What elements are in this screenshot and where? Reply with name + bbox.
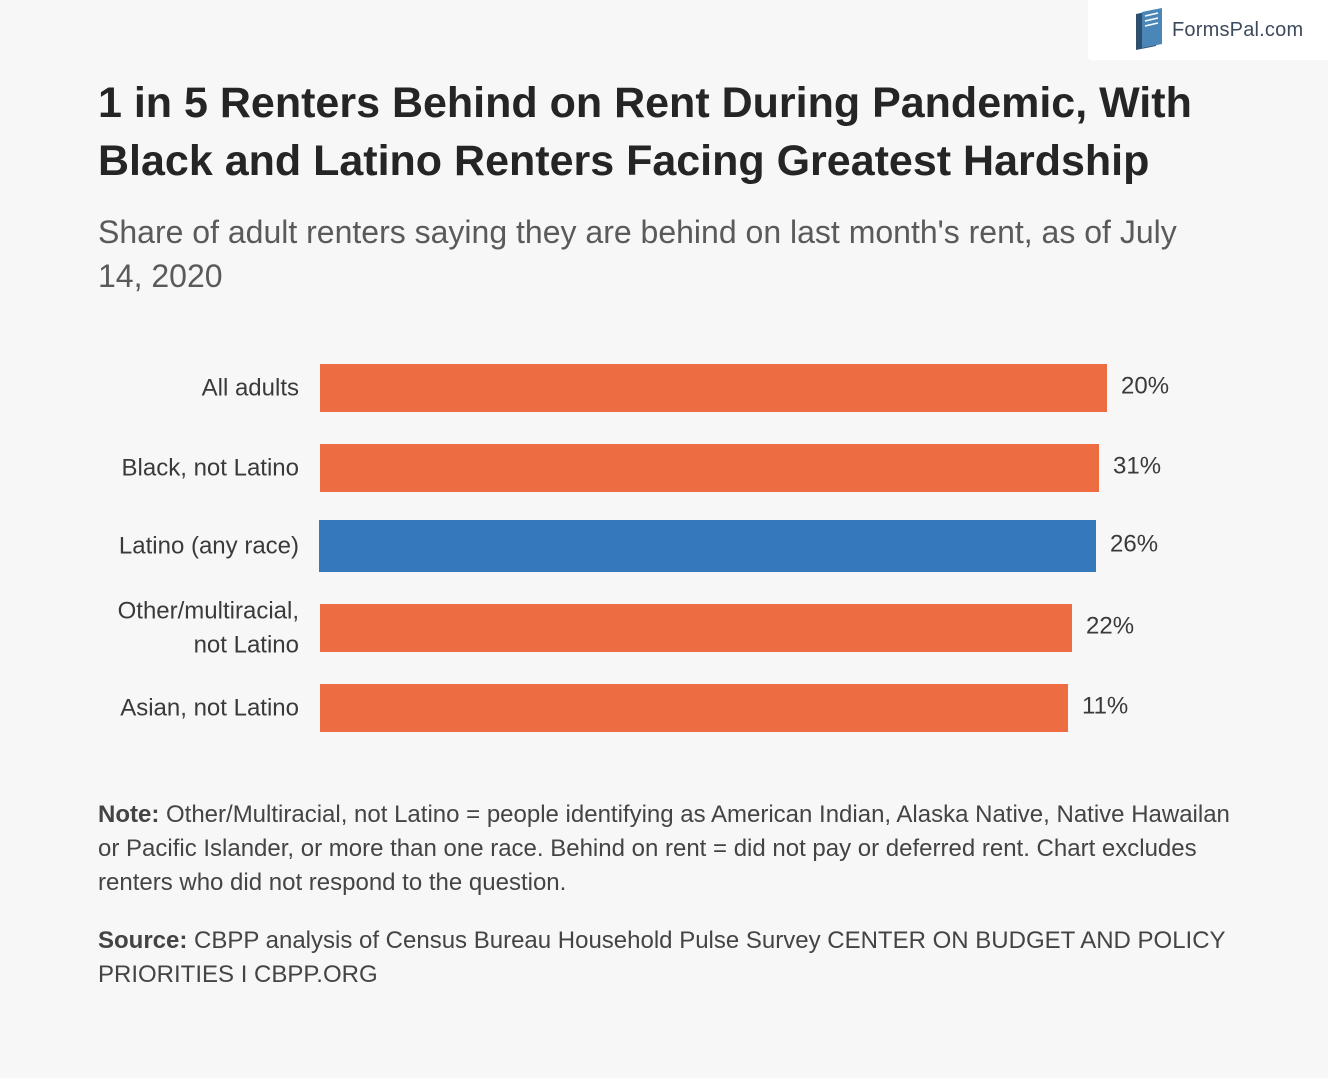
brand-badge: FormsPal.com: [1088, 0, 1328, 60]
value-label-1: 31%: [1113, 453, 1161, 480]
chart-subtitle: Share of adult renters saying they are b…: [98, 214, 1177, 294]
source-text: CBPP analysis of Census Bureau Household…: [98, 927, 1226, 988]
brand-name: FormsPal.com: [1172, 19, 1304, 41]
note-text: Other/Multiracial, not Latino = people i…: [98, 801, 1230, 896]
chart-title: 1 in 5 Renters Behind on Rent During Pan…: [98, 79, 1192, 185]
bar-0: [320, 364, 1107, 412]
bar-3: [320, 604, 1072, 652]
category-label-1: Black, not Latino: [122, 455, 299, 482]
bar-chart: All adults 20% Black, not Latino 31% Latino …: [118, 364, 1169, 732]
category-label-2: Latino (any race): [119, 533, 299, 560]
value-label-2: 26%: [1110, 531, 1158, 558]
value-label-4: 11%: [1082, 693, 1128, 720]
category-label-0: All adults: [202, 375, 299, 402]
bar-1: [320, 444, 1099, 492]
document-icon: [1136, 8, 1162, 50]
bar-4: [320, 684, 1068, 732]
value-label-0: 20%: [1121, 373, 1169, 400]
source: Source: CBPP analysis of Census Bureau H…: [98, 924, 1238, 992]
value-label-3: 22%: [1086, 613, 1134, 640]
source-lead: Source:: [98, 927, 188, 954]
note: Note: Other/Multiracial, not Latino = pe…: [98, 798, 1238, 900]
category-label-3: Other/multiracial, not Latino: [118, 598, 299, 659]
bar-2: [319, 520, 1096, 572]
category-label-4: Asian, not Latino: [120, 695, 299, 722]
note-lead: Note:: [98, 801, 160, 828]
